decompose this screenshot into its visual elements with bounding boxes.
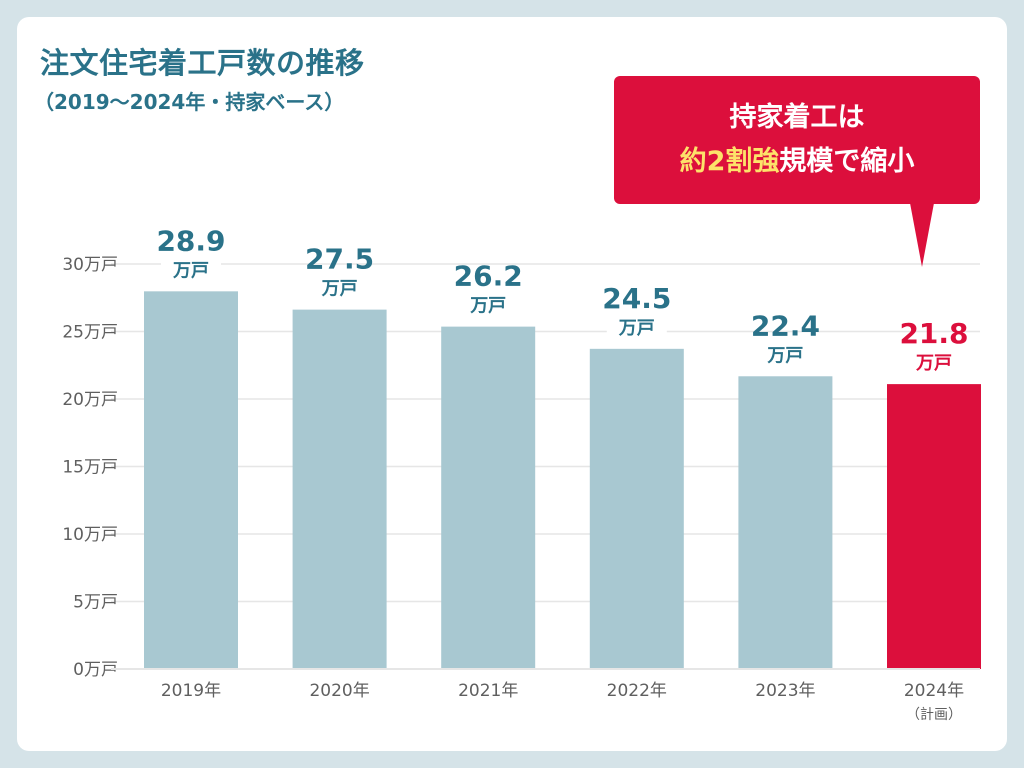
unit-label: 万戸 (766, 345, 803, 366)
bar-2019年 (144, 291, 238, 669)
x-tick-label: 2023年 (755, 681, 815, 701)
y-tick-label: 0万戸 (73, 660, 118, 680)
x-tick-label: 2020年 (309, 681, 369, 701)
bar-2024年 (887, 384, 981, 669)
callout-highlight: 約2割強 (679, 146, 780, 177)
unit-label-bg (606, 314, 667, 339)
x-tick-label: 2024年 (904, 681, 964, 701)
bar-2022年 (589, 348, 684, 669)
callout-rest: 規模で縮小 (779, 146, 915, 177)
value-label: 27.5 (305, 243, 374, 276)
value-label: 22.4 (751, 309, 820, 342)
y-tick-label: 15万戸 (62, 458, 118, 478)
value-label: 24.5 (602, 282, 671, 315)
x-tick-label: 2022年 (607, 681, 667, 701)
y-tick-label: 25万戸 (62, 323, 118, 343)
x-tick-sublabel: （計画） (906, 707, 962, 723)
unit-label: 万戸 (469, 296, 506, 317)
y-tick-label: 30万戸 (62, 255, 118, 275)
y-tick-label: 5万戸 (73, 593, 118, 613)
chart-subtitle: （2019〜2024年・持家ベース） (34, 90, 345, 114)
value-label: 28.9 (156, 224, 225, 257)
unit-label-bg (458, 292, 519, 317)
unit-label: 万戸 (915, 353, 952, 374)
unit-label: 万戸 (172, 260, 209, 281)
y-tick-label: 20万戸 (62, 390, 118, 410)
callout-line-1: 持家着工は (729, 102, 865, 133)
unit-label-bg (904, 350, 964, 375)
chart-title: 注文住宅着工戸数の推移 (40, 46, 365, 80)
y-tick-label: 10万戸 (62, 525, 118, 545)
unit-label: 万戸 (618, 318, 655, 339)
value-label: 26.2 (454, 260, 523, 293)
x-tick-label: 2021年 (458, 681, 518, 701)
callout-line-2: 約2割強規模で縮小 (614, 140, 980, 184)
unit-label-bg (161, 257, 221, 282)
unit-label: 万戸 (321, 279, 358, 300)
bar-2023年 (738, 376, 833, 669)
bar-2020年 (292, 309, 387, 669)
bar-2021年 (441, 326, 536, 669)
callout-box: 持家着工は 約2割強規模で縮小 (614, 76, 980, 204)
unit-label-bg (755, 342, 816, 367)
value-label: 21.8 (899, 317, 968, 350)
unit-label-bg (309, 275, 370, 300)
x-tick-label: 2019年 (161, 681, 221, 701)
callout-pointer (910, 203, 934, 267)
